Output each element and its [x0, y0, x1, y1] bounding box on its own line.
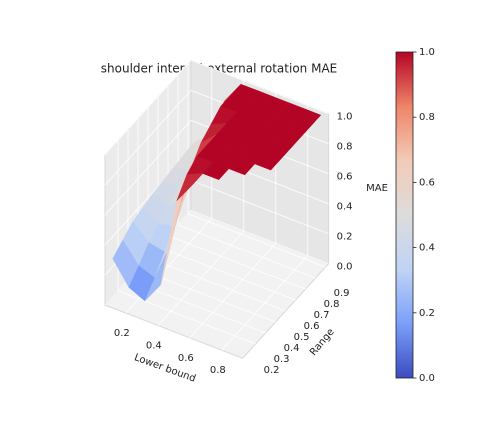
z-grid-line: [104, 59, 329, 156]
x-tick-label: 0.8: [210, 365, 226, 376]
z-tick-label: 0.6: [337, 172, 353, 183]
colorbar: [395, 51, 414, 379]
y-tick-label: 0.9: [334, 288, 350, 299]
y-tick-label: 0.8: [324, 299, 340, 310]
surface-patch: [176, 173, 204, 201]
x-tick-label: 0.2: [114, 328, 130, 339]
surface-patch: [254, 152, 282, 171]
y-tick-label: 0.3: [274, 354, 290, 365]
y-tick-label: 0.6: [304, 321, 320, 332]
y-tick-label: 0.2: [264, 365, 280, 376]
colorbar-tick-label: 0.8: [419, 112, 435, 123]
z-tick-label: 0.8: [337, 142, 353, 153]
chart-title: shoulder internal-external rotation MAE: [101, 62, 337, 76]
colorbar-tick-label: 0.2: [419, 308, 435, 319]
z-tick-label: 0.2: [337, 232, 353, 243]
y-tick-label: 0.5: [294, 332, 310, 343]
z-tick-label: 0.4: [337, 202, 353, 213]
colorbar-tick-label: 0.0: [419, 373, 435, 384]
y-tick-label: 0.7: [314, 310, 330, 321]
colorbar-tick-label: 0.4: [419, 243, 435, 254]
z-axis-label: MAE: [366, 183, 388, 194]
z-tick-label: 0.0: [337, 262, 353, 273]
y-tick-label: 0.4: [284, 343, 300, 354]
x-tick-label: 0.6: [178, 353, 194, 364]
surface-patch: [228, 157, 256, 176]
colorbar-tick-label: 1.0: [419, 47, 435, 58]
x-tick-label: 0.4: [146, 340, 162, 351]
z-tick-label: 1.0: [337, 112, 353, 123]
colorbar-tick-label: 0.6: [419, 177, 435, 188]
surface-patch: [202, 162, 230, 180]
